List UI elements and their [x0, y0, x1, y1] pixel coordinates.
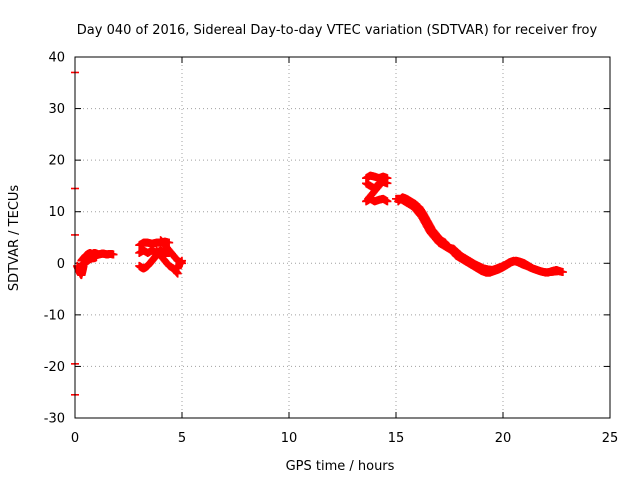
x-tick-label: 10 — [281, 431, 298, 446]
y-tick-label: 10 — [48, 205, 65, 220]
axis-ticks — [74, 56, 611, 419]
y-tick-label: 0 — [57, 257, 65, 272]
data-point — [381, 174, 390, 183]
data-point — [383, 197, 392, 206]
x-tick-label: 25 — [602, 431, 619, 446]
data-point — [109, 250, 118, 259]
data-point — [556, 267, 565, 276]
y-tick-label: 40 — [48, 51, 65, 66]
x-tick-label: 5 — [178, 431, 186, 446]
y-tick-label: 30 — [48, 102, 65, 117]
x-tick-label: 15 — [388, 431, 405, 446]
plot-frame — [74, 56, 611, 419]
grid — [75, 57, 610, 418]
y-tick-label: -30 — [44, 412, 65, 427]
data-point — [92, 253, 101, 262]
data-points — [71, 71, 567, 396]
x-tick-label: 20 — [495, 431, 512, 446]
x-axis-label: GPS time / hours — [286, 459, 395, 474]
tick-labels: 0 5 10 15 20 25 -30 -20 -10 0 10 20 30 40 — [44, 51, 619, 447]
data-point — [178, 256, 186, 265]
y-tick-label: -10 — [44, 308, 65, 323]
y-tick-label: 20 — [48, 154, 65, 169]
x-tick-label: 0 — [71, 431, 79, 446]
y-tick-label: -20 — [44, 360, 65, 375]
chart-title: Day 040 of 2016, Sidereal Day-to-day VTE… — [77, 23, 598, 38]
y-axis-label: SDTVAR / TECUs — [7, 185, 22, 292]
